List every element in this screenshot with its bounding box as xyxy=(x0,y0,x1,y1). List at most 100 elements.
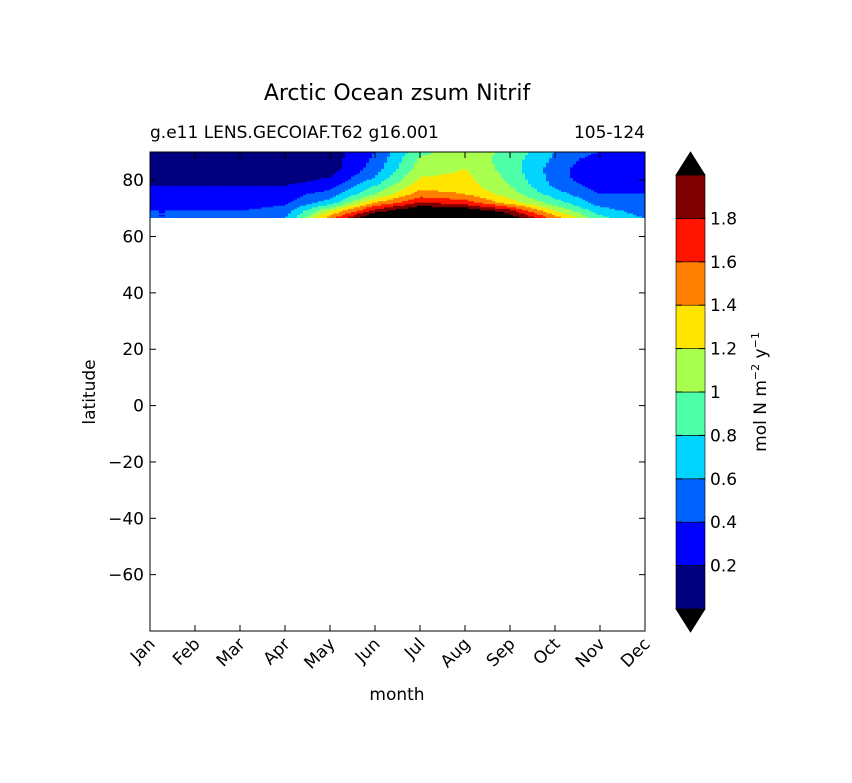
contour-cell xyxy=(411,196,415,199)
contour-cell xyxy=(585,188,589,192)
contour-cell xyxy=(393,167,397,170)
contour-cell xyxy=(282,195,286,198)
contour-cell xyxy=(639,165,643,168)
contour-cell xyxy=(285,178,289,181)
contour-cell xyxy=(357,191,361,195)
contour-cell xyxy=(330,158,334,161)
contour-cell xyxy=(249,182,253,185)
contour-cell xyxy=(462,162,466,165)
contour-cell xyxy=(333,152,337,155)
contour-cell xyxy=(537,162,541,165)
contour-cell xyxy=(303,182,307,185)
contour-cell xyxy=(240,178,244,181)
contour-cell xyxy=(234,152,238,155)
contour-cell xyxy=(447,168,451,172)
contour-cell xyxy=(411,182,415,185)
contour-cell xyxy=(507,196,511,199)
contour-cell xyxy=(639,155,643,158)
contour-cell xyxy=(600,171,604,175)
contour-cell xyxy=(516,164,520,167)
contour-cell xyxy=(582,196,586,199)
contour-cell xyxy=(183,195,187,198)
contour-cell xyxy=(177,193,181,196)
contour-cell xyxy=(345,162,349,165)
contour-cell xyxy=(432,152,436,155)
contour-cell xyxy=(609,176,613,179)
contour-cell xyxy=(330,162,334,165)
contour-cell xyxy=(288,153,292,156)
contour-cell xyxy=(318,153,322,156)
contour-cell xyxy=(270,170,274,173)
contour-cell xyxy=(234,158,238,161)
contour-cell xyxy=(450,161,454,164)
contour-cell xyxy=(357,181,361,184)
contour-cell xyxy=(357,196,361,199)
contour-cell xyxy=(204,179,208,182)
contour-cell xyxy=(585,161,589,164)
contour-cell xyxy=(462,187,466,190)
contour-cell xyxy=(627,155,631,158)
contour-cell xyxy=(441,179,445,182)
contour-cell xyxy=(438,161,442,164)
contour-cell xyxy=(279,184,283,187)
contour-cell xyxy=(477,195,481,198)
contour-cell xyxy=(417,159,421,162)
contour-cell xyxy=(567,173,571,176)
contour-cell xyxy=(459,170,463,173)
contour-cell xyxy=(636,187,640,190)
contour-cell xyxy=(522,195,526,198)
contour-cell xyxy=(612,167,616,170)
contour-cell xyxy=(186,182,190,185)
contour-cell xyxy=(468,195,472,198)
contour-cell xyxy=(510,179,514,182)
contour-cell xyxy=(399,153,403,156)
contour-cell xyxy=(210,155,214,158)
contour-cell xyxy=(486,153,490,156)
contour-cell xyxy=(162,195,166,198)
contour-cell xyxy=(498,170,502,173)
contour-cell xyxy=(243,184,247,187)
contour-cell xyxy=(342,175,346,178)
contour-cell xyxy=(234,179,238,182)
contour-cell xyxy=(279,179,283,182)
contour-cell xyxy=(198,156,202,159)
contour-cell xyxy=(222,179,226,182)
contour-cell xyxy=(465,171,469,175)
contour-cell xyxy=(561,179,565,182)
contour-cell xyxy=(432,173,436,176)
contour-cell xyxy=(168,184,172,187)
contour-cell xyxy=(351,170,355,173)
contour-cell xyxy=(150,187,154,190)
contour-cell xyxy=(594,188,598,192)
contour-cell xyxy=(351,179,355,182)
contour-cell xyxy=(621,170,625,173)
contour-cell xyxy=(402,155,406,158)
contour-cell xyxy=(261,198,265,201)
contour-cell xyxy=(174,153,178,156)
contour-cell xyxy=(633,161,637,164)
contour-cell xyxy=(489,195,493,198)
contour-cell xyxy=(168,164,172,167)
contour-cell xyxy=(501,164,505,167)
contour-cell xyxy=(279,185,283,188)
contour-cell xyxy=(174,159,178,162)
contour-cell xyxy=(402,164,406,167)
contour-cell xyxy=(438,171,442,175)
contour-cell xyxy=(372,175,376,178)
contour-cell xyxy=(264,167,268,170)
contour-cell xyxy=(618,179,622,182)
contour-cell xyxy=(204,164,208,167)
contour-cell xyxy=(564,167,568,170)
contour-cell xyxy=(588,178,592,181)
contour-cell xyxy=(543,184,547,187)
contour-cell xyxy=(198,185,202,188)
contour-cell xyxy=(150,193,154,196)
contour-cell xyxy=(516,191,520,195)
contour-cell xyxy=(213,187,217,190)
contour-cell xyxy=(447,152,451,155)
contour-cell xyxy=(225,175,229,178)
contour-cell xyxy=(312,181,316,184)
contour-cell xyxy=(330,184,334,187)
contour-cell xyxy=(192,178,196,181)
contour-cell xyxy=(363,181,367,184)
